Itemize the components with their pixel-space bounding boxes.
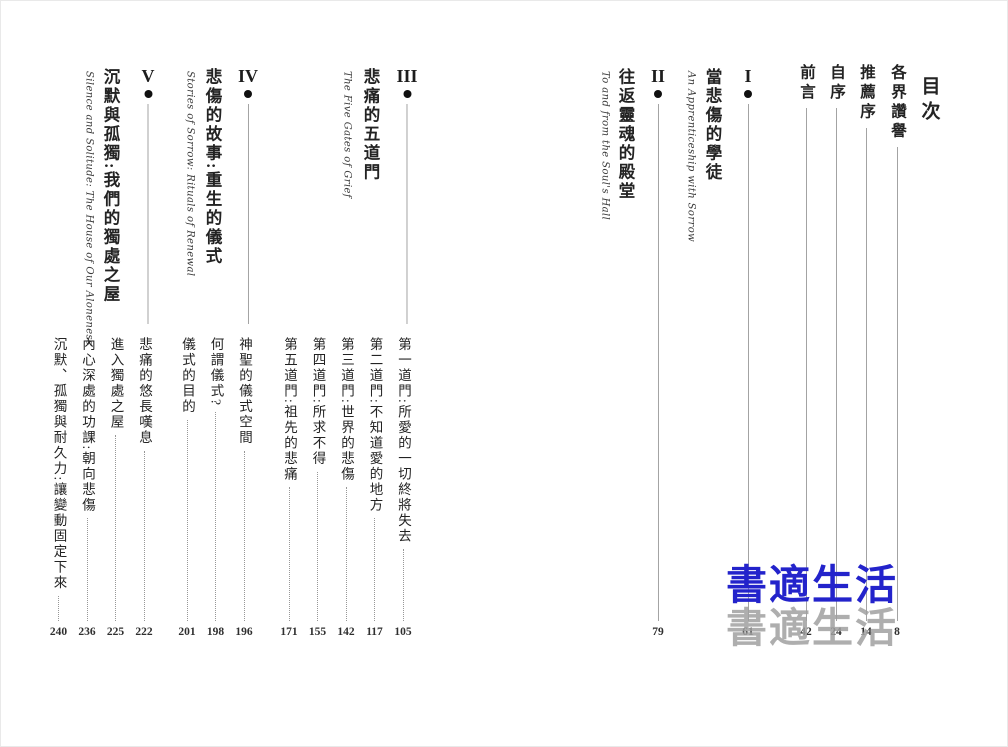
toc-page-title: 目次 bbox=[918, 76, 940, 126]
chapter-subtitle-en: The Five Gates of Grief bbox=[341, 71, 353, 198]
chapter-numeral: V bbox=[141, 66, 155, 86]
page-number: 222 bbox=[135, 626, 153, 638]
dotted-leader bbox=[402, 549, 404, 621]
front-matter-entry: 推薦序 bbox=[855, 64, 877, 621]
chapter-connector-line bbox=[657, 104, 659, 621]
toc-entry-label: 第四道門:所求不得 bbox=[310, 337, 326, 467]
chapter-column: I bbox=[744, 66, 752, 621]
toc-entry-label: 悲痛的悠長嘆息 bbox=[137, 337, 152, 446]
chapter-subtitle-en: Silence and Solitude: The House of Our A… bbox=[83, 71, 95, 346]
toc-entry-label: 何謂儀式? bbox=[208, 337, 224, 407]
toc-entry-label: 第二道門:不知道愛的地方 bbox=[367, 337, 383, 514]
dotted-leader bbox=[288, 487, 290, 621]
page-number: 14 bbox=[860, 626, 872, 638]
bullet-dot-icon bbox=[653, 90, 662, 98]
page-number: 171 bbox=[280, 626, 298, 638]
toc-entry: 儀式的目的 bbox=[177, 337, 197, 621]
page-number: 61 bbox=[742, 626, 754, 638]
toc-entry-label: 第一道門:所愛的一切終將失去 bbox=[396, 337, 411, 545]
dotted-leader bbox=[186, 419, 188, 621]
toc-entry: 第四道門:所求不得 bbox=[308, 337, 328, 621]
dotted-leader bbox=[374, 518, 375, 621]
chapter-connector-line bbox=[747, 104, 749, 621]
toc-entry: 悲痛的悠長嘆息 bbox=[134, 337, 154, 621]
toc-entry: 第一道門:所愛的一切終將失去 bbox=[393, 337, 413, 621]
toc-entry: 第二道門:不知道愛的地方 bbox=[365, 337, 385, 621]
toc-entry: 沉默、孤獨與耐久力:讓變動固定下來 bbox=[49, 337, 69, 621]
toc-entry: 進入獨處之屋 bbox=[106, 337, 126, 621]
toc-entry-label: 第三道門:世界的悲傷 bbox=[339, 337, 354, 483]
toc-entry-label: 沉默、孤獨與耐久力:讓變動固定下來 bbox=[51, 337, 67, 591]
toc-entry: 第三道門:世界的悲傷 bbox=[336, 337, 356, 621]
leader-line bbox=[865, 127, 867, 621]
toc-entry-label: 儀式的目的 bbox=[180, 337, 195, 415]
leader-line bbox=[805, 108, 807, 621]
chapter-column: IV bbox=[238, 66, 258, 324]
leader-line bbox=[896, 147, 898, 621]
page-number: 196 bbox=[235, 626, 253, 638]
chapter-title: 悲痛的五道門 bbox=[361, 68, 380, 182]
bullet-dot-icon bbox=[144, 90, 152, 98]
chapter-title: 悲傷的故事:重生的儀式 bbox=[203, 68, 222, 266]
page-number: 42 bbox=[800, 626, 812, 638]
dotted-leader bbox=[143, 450, 145, 621]
page-number: 201 bbox=[178, 626, 196, 638]
bullet-dot-icon bbox=[744, 90, 752, 98]
bullet-dot-icon bbox=[402, 90, 411, 98]
dotted-leader bbox=[243, 450, 245, 621]
front-matter-label: 推薦序 bbox=[858, 64, 875, 123]
page-number: 117 bbox=[366, 626, 383, 638]
chapter-subtitle-en: To and from the Soul's Hall bbox=[599, 71, 611, 221]
toc-entry-label: 神聖的儀式空間 bbox=[237, 337, 252, 446]
chapter-subtitle-en: Stories of Sorrow: Rituals of Renewal bbox=[184, 71, 196, 277]
page-number: 24 bbox=[830, 626, 842, 638]
chapter-numeral: I bbox=[744, 66, 752, 86]
toc-entry-label: 內心深處的功課:朝向悲傷 bbox=[80, 337, 95, 514]
chapter-column: III bbox=[396, 66, 418, 324]
page-number: 79 bbox=[652, 626, 664, 638]
chapter-connector-line bbox=[247, 104, 249, 324]
dotted-leader bbox=[317, 471, 318, 621]
chapter-subtitle-en: An Apprenticeship with Sorrow bbox=[685, 71, 697, 243]
page-number: 240 bbox=[49, 626, 68, 638]
dotted-leader bbox=[345, 487, 347, 621]
front-matter-label: 前言 bbox=[798, 64, 815, 103]
page-number: 236 bbox=[78, 626, 96, 638]
front-matter-entry: 前言 bbox=[795, 64, 817, 621]
page-number: 105 bbox=[394, 626, 412, 638]
dotted-leader bbox=[86, 518, 88, 621]
dotted-leader bbox=[115, 435, 116, 621]
front-matter-label: 自序 bbox=[828, 64, 845, 103]
front-matter-label: 各界讚譽 bbox=[889, 64, 906, 142]
chapter-column: V bbox=[142, 66, 155, 324]
chapter-column: II bbox=[651, 66, 665, 621]
toc-entry: 內心深處的功課:朝向悲傷 bbox=[77, 337, 97, 621]
page-number: 8 bbox=[894, 626, 900, 638]
toc-entry: 神聖的儀式空間 bbox=[234, 337, 254, 621]
dotted-leader bbox=[58, 595, 59, 621]
chapter-numeral: II bbox=[650, 66, 666, 86]
chapter-numeral: IV bbox=[237, 66, 259, 86]
chapter-numeral: III bbox=[396, 66, 418, 86]
toc-entry-label: 第五道門:祖先的悲痛 bbox=[282, 337, 297, 483]
page-number: 198 bbox=[206, 626, 225, 638]
page-number: 142 bbox=[337, 626, 355, 638]
chapter-title: 沉默與孤獨:我們的獨處之屋 bbox=[101, 68, 120, 304]
page-number: 155 bbox=[308, 626, 327, 638]
chapter-connector-line bbox=[406, 104, 408, 324]
front-matter-entry: 自序 bbox=[825, 64, 847, 621]
front-matter-entry: 各界讚譽 bbox=[886, 64, 908, 621]
chapter-connector-line bbox=[147, 104, 149, 324]
toc-entry-label: 進入獨處之屋 bbox=[108, 337, 124, 430]
chapter-title: 往返靈魂的殿堂 bbox=[616, 68, 635, 201]
page-number: 225 bbox=[106, 626, 125, 638]
chapter-title: 當悲傷的學徒 bbox=[703, 68, 722, 182]
dotted-leader bbox=[215, 412, 216, 621]
toc-entry: 何謂儀式? bbox=[206, 337, 226, 621]
toc-entry: 第五道門:祖先的悲痛 bbox=[279, 337, 299, 621]
leader-line bbox=[835, 108, 837, 621]
bullet-dot-icon bbox=[243, 90, 252, 98]
